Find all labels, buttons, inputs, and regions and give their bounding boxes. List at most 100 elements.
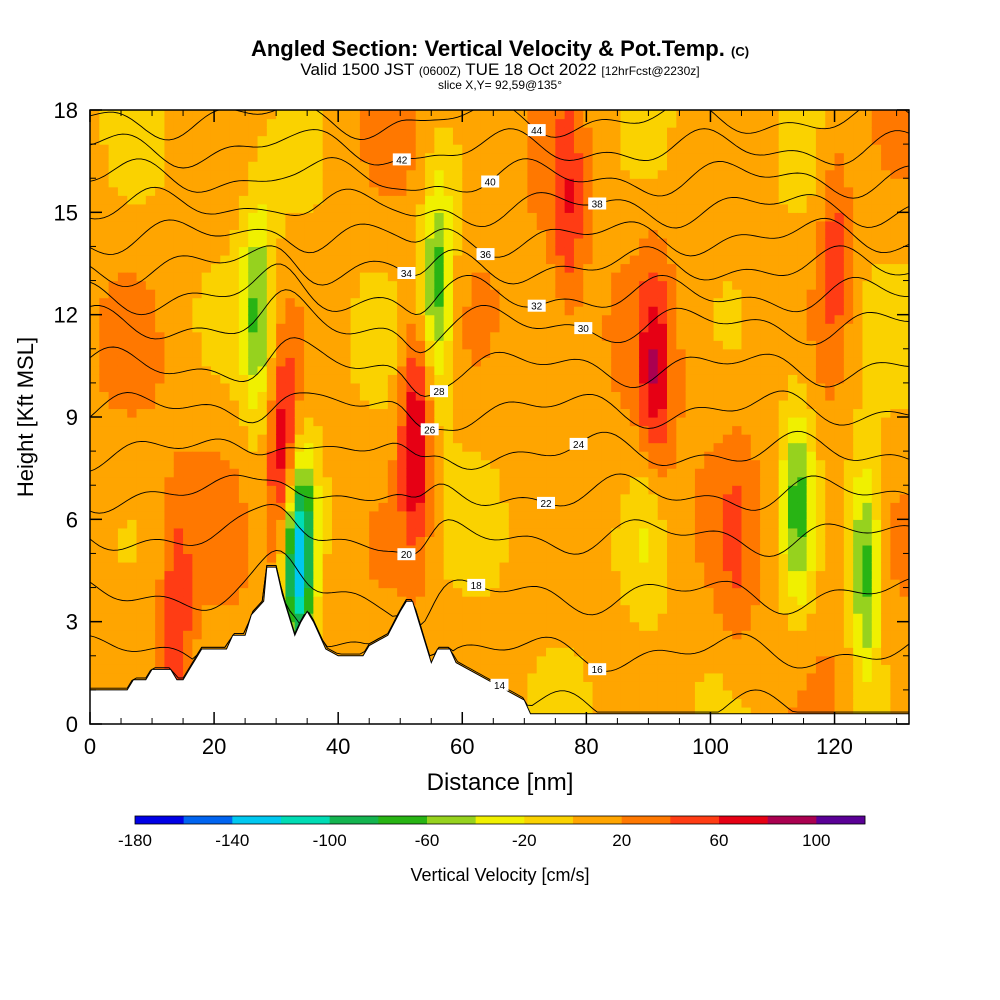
heat-cell (471, 280, 482, 290)
heat-cell (648, 280, 659, 290)
heat-cell (387, 118, 398, 128)
heat-cell (676, 468, 687, 478)
heat-cell (425, 186, 435, 196)
heat-cell (313, 570, 324, 580)
heat-cell (620, 579, 631, 589)
heat-cell (406, 186, 417, 196)
heat-cell (648, 519, 659, 529)
heat-cell (173, 297, 184, 307)
heat-cell (90, 630, 100, 640)
heat-cell (676, 570, 687, 580)
heat-cell (248, 323, 259, 333)
heat-cell (192, 289, 203, 299)
heat-cell (434, 365, 445, 375)
heat-cell (183, 144, 193, 154)
heat-cell (601, 544, 612, 555)
heat-cell (443, 254, 454, 265)
heat-cell (573, 212, 584, 222)
heat-cell (350, 544, 361, 555)
heat-cell (350, 391, 361, 401)
heat-cell (722, 561, 733, 572)
heat-cell (518, 536, 529, 546)
heat-cell (508, 655, 519, 665)
heat-cell (527, 399, 538, 410)
heat-cell (99, 323, 110, 333)
heat-cell (257, 442, 268, 452)
heat-cell (508, 681, 519, 691)
heat-cell (99, 306, 110, 316)
heat-cell (90, 672, 100, 682)
heat-cell (722, 630, 733, 640)
heat-cell (508, 331, 519, 341)
heat-cell (620, 664, 631, 674)
heat-cell (639, 348, 650, 358)
heat-cell (639, 647, 650, 657)
heat-cell (378, 263, 389, 273)
heat-cell (127, 118, 138, 128)
heat-cell (155, 502, 166, 512)
heat-cell (220, 570, 231, 580)
heat-cell (611, 672, 622, 682)
heat-cell (285, 229, 296, 239)
heat-cell (546, 357, 556, 367)
heat-cell (518, 152, 529, 162)
heat-cell (601, 263, 612, 273)
heat-cell (173, 365, 184, 375)
heat-cell (369, 348, 380, 358)
heat-cell (564, 553, 575, 563)
heat-cell (192, 152, 203, 162)
heat-cell (676, 357, 687, 367)
heat-cell (192, 186, 203, 196)
heat-cell (536, 169, 547, 179)
heat-cell (127, 374, 138, 384)
heat-cell (508, 323, 519, 333)
heat-cell (434, 493, 445, 503)
heat-cell (257, 144, 268, 154)
heat-cell (648, 186, 659, 196)
heat-cell (490, 399, 501, 410)
heat-cell (648, 527, 659, 537)
heat-cell (722, 476, 733, 486)
heat-cell (415, 587, 426, 597)
heat-cell (331, 553, 342, 563)
heat-cell (276, 536, 287, 546)
heat-cell (629, 613, 640, 623)
heat-cell (285, 178, 296, 188)
heat-cell (415, 340, 426, 350)
heat-cell (136, 561, 147, 572)
heat-cell (192, 161, 203, 171)
heat-cell (434, 195, 445, 205)
heat-cell (639, 630, 650, 640)
heat-cell (546, 348, 556, 358)
heat-cell (108, 212, 119, 222)
heat-cell (601, 417, 612, 427)
heat-cell (694, 331, 705, 341)
heat-cell (155, 655, 166, 665)
heat-cell (108, 169, 119, 179)
heat-cell (685, 655, 696, 665)
heat-cell (527, 161, 538, 171)
heat-cell (434, 468, 445, 478)
heat-cell (397, 442, 408, 452)
heat-cell (257, 527, 268, 537)
heat-cell (369, 468, 380, 478)
heat-cell (573, 621, 584, 631)
heat-cell (713, 365, 724, 375)
heat-cell (425, 314, 435, 324)
heat-cell (667, 417, 677, 427)
heat-cell (127, 391, 138, 401)
heat-cell (127, 195, 138, 205)
heat-cell (397, 476, 408, 486)
heat-cell (527, 237, 538, 248)
heat-cell (322, 417, 333, 427)
velocity-heatmap (90, 110, 909, 724)
heat-cell (210, 442, 221, 452)
heat-cell (536, 382, 547, 393)
heat-cell (452, 459, 463, 469)
heat-cell (639, 706, 650, 717)
heat-cell (229, 561, 240, 572)
heat-cell (527, 579, 538, 589)
heat-cell (583, 519, 594, 529)
heat-cell (285, 527, 296, 537)
heat-cell (611, 408, 622, 418)
